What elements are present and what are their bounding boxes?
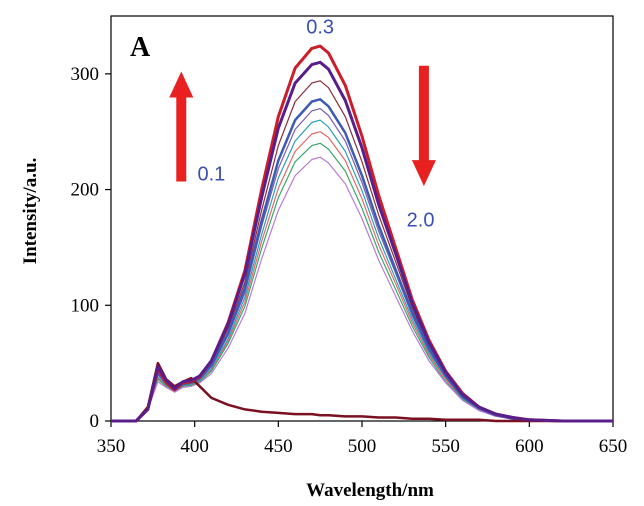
panel-label: A [130, 32, 151, 63]
y-tick-label: 200 [71, 180, 100, 201]
y-axis-title: Intensity/a.u. [20, 158, 41, 265]
annotation-label: 0.1 [197, 163, 225, 185]
x-tick-label: 500 [348, 436, 377, 457]
x-axis-title: Wavelength/nm [306, 480, 434, 501]
annotation-label: 2.0 [407, 210, 435, 232]
x-tick-label: 450 [264, 436, 293, 457]
x-tick-label: 600 [515, 436, 544, 457]
annotation-label: 0.3 [306, 16, 334, 38]
series-line-10 [111, 361, 613, 423]
series-line-6 [111, 119, 613, 422]
x-axis-ticks: 350 400 450 500 550 600 650 [97, 421, 628, 457]
y-axis-ticks: 0 100 200 300 [71, 64, 111, 432]
trend-arrows [169, 65, 436, 187]
x-tick-label: 650 [599, 436, 628, 457]
series-line-9 [111, 156, 613, 422]
series-line-1 [111, 44, 613, 423]
y-tick-label: 300 [71, 64, 100, 85]
series-lines [111, 44, 613, 423]
series-line-5 [111, 107, 613, 422]
y-tick-label: 100 [71, 295, 100, 316]
x-tick-label: 400 [180, 436, 209, 457]
x-tick-label: 350 [97, 436, 126, 457]
x-tick-label: 550 [431, 436, 460, 457]
annotations: 0.3 0.1 2.0 [197, 16, 434, 231]
arrow-up [169, 71, 194, 182]
y-tick-label: 0 [90, 411, 100, 432]
series-line-2 [111, 60, 613, 423]
arrow-down [411, 65, 436, 187]
